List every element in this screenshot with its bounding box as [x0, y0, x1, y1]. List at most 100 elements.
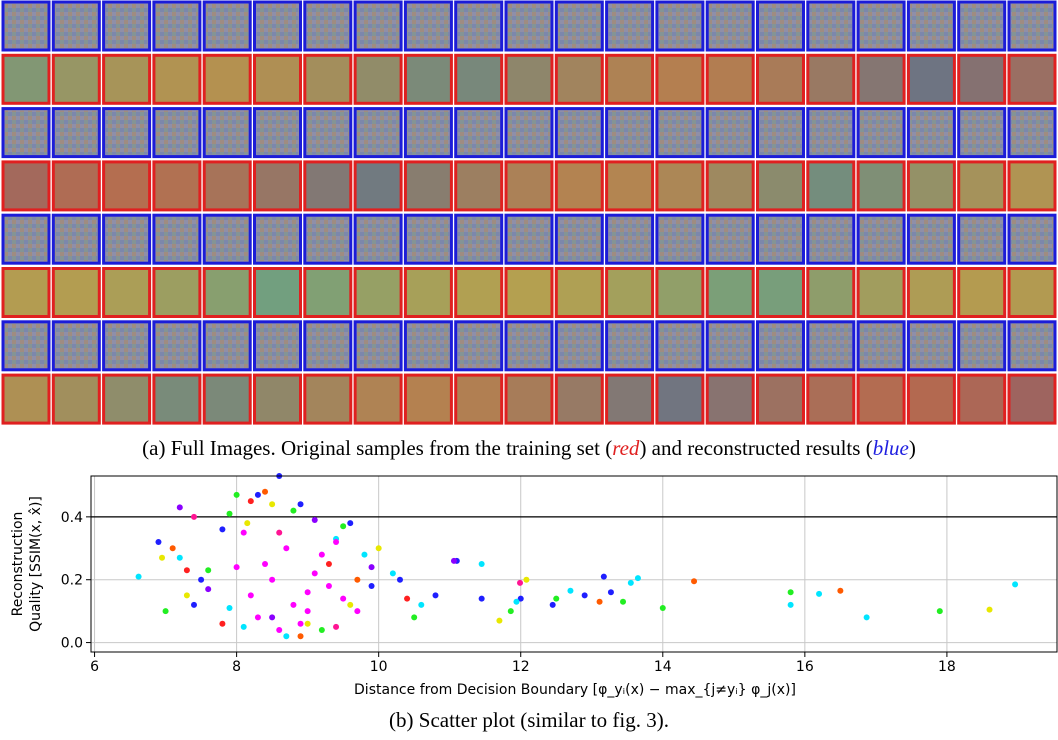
point	[227, 605, 233, 611]
image-tile	[506, 162, 552, 210]
image-noise	[609, 111, 651, 155]
image-tile	[104, 162, 150, 210]
image-noise	[709, 217, 751, 261]
image-noise	[508, 324, 550, 368]
point	[234, 492, 240, 498]
point	[298, 621, 304, 627]
image-noise	[760, 324, 802, 368]
image-tile	[758, 269, 804, 317]
point	[198, 577, 204, 583]
point	[248, 498, 254, 504]
image-noise	[961, 111, 1003, 155]
image-noise	[558, 111, 600, 155]
image-noise	[1011, 111, 1053, 155]
image-tile	[607, 269, 653, 317]
image-noise	[860, 324, 902, 368]
point	[184, 567, 190, 573]
image-tile	[556, 375, 602, 423]
image-noise	[810, 4, 852, 48]
point	[411, 614, 417, 620]
image-tile	[1009, 269, 1055, 317]
image-tile	[305, 55, 351, 103]
point	[241, 624, 247, 630]
image-tile	[858, 375, 904, 423]
point	[937, 608, 943, 614]
image-tile	[456, 162, 502, 210]
image-noise	[508, 111, 550, 155]
image-tile	[154, 375, 200, 423]
point	[191, 514, 197, 520]
point	[582, 592, 588, 598]
point	[479, 561, 485, 567]
point	[390, 570, 396, 576]
figure: (a) Full Images. Original samples from t…	[0, 0, 1058, 740]
image-noise	[1011, 4, 1053, 48]
image-noise	[961, 4, 1003, 48]
image-tile	[1009, 162, 1055, 210]
image-noise	[407, 111, 449, 155]
image-noise	[357, 324, 399, 368]
image-tile	[858, 269, 904, 317]
image-tile	[758, 375, 804, 423]
image-tile	[204, 162, 250, 210]
image-noise	[407, 324, 449, 368]
point	[691, 578, 697, 584]
image-noise	[407, 217, 449, 261]
image-noise	[508, 4, 550, 48]
point	[660, 605, 666, 611]
point	[290, 508, 296, 514]
image-tile	[204, 55, 250, 103]
image-tile	[405, 162, 451, 210]
point	[517, 580, 523, 586]
point	[276, 530, 282, 536]
point	[312, 570, 318, 576]
image-noise	[5, 111, 47, 155]
image-noise	[860, 4, 902, 48]
point	[184, 592, 190, 598]
point	[298, 633, 304, 639]
point	[354, 608, 360, 614]
image-noise	[810, 111, 852, 155]
point	[864, 614, 870, 620]
image-tile	[255, 55, 301, 103]
image-tile	[959, 375, 1005, 423]
image-noise	[156, 324, 198, 368]
image-noise	[156, 217, 198, 261]
x-axis-label: Distance from Decision Boundary [φ_yᵢ(x)…	[354, 682, 796, 698]
point	[635, 575, 641, 581]
image-noise	[961, 217, 1003, 261]
image-tile	[305, 375, 351, 423]
image-grid	[3, 2, 1055, 423]
image-noise	[860, 111, 902, 155]
image-noise	[5, 4, 47, 48]
image-noise	[558, 4, 600, 48]
image-tile	[808, 269, 854, 317]
image-tile	[707, 375, 753, 423]
image-tile	[355, 55, 401, 103]
image-noise	[257, 111, 299, 155]
image-noise	[458, 324, 500, 368]
point	[155, 539, 161, 545]
point	[479, 596, 485, 602]
x-tick-label: 16	[796, 659, 814, 675]
point	[283, 633, 289, 639]
x-tick-label: 10	[370, 659, 388, 675]
image-tile	[657, 55, 703, 103]
image-noise	[1011, 324, 1053, 368]
image-noise	[860, 217, 902, 261]
image-tile	[506, 269, 552, 317]
image-tile	[959, 269, 1005, 317]
image-noise	[659, 4, 701, 48]
point	[1012, 581, 1018, 587]
image-noise	[55, 111, 97, 155]
point	[262, 561, 268, 567]
image-tile	[53, 55, 99, 103]
image-noise	[55, 4, 97, 48]
point	[326, 561, 332, 567]
point	[496, 618, 502, 624]
point	[248, 592, 254, 598]
image-tile	[707, 162, 753, 210]
page: (a) Full Images. Original samples from t…	[0, 0, 1058, 740]
image-tile	[305, 269, 351, 317]
